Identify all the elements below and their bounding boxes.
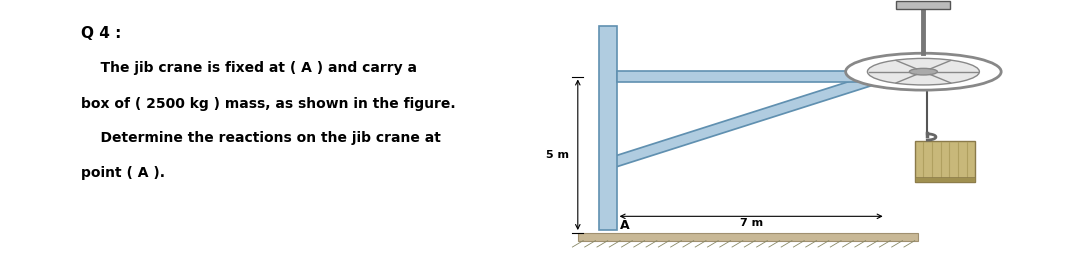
Text: A: A <box>620 219 630 232</box>
Text: Determine the reactions on the jib crane at: Determine the reactions on the jib crane… <box>81 131 441 145</box>
Bar <box>916 141 975 182</box>
Circle shape <box>867 58 980 85</box>
Bar <box>617 71 886 82</box>
Circle shape <box>909 68 937 75</box>
Bar <box>578 233 918 241</box>
Text: The jib crane is fixed at ( A ) and carry a: The jib crane is fixed at ( A ) and carr… <box>81 61 417 76</box>
Text: box of ( 2500 kg ) mass, as shown in the figure.: box of ( 2500 kg ) mass, as shown in the… <box>81 97 456 111</box>
Text: Q 4 :: Q 4 : <box>81 26 121 41</box>
Text: point ( A ).: point ( A ). <box>81 166 165 180</box>
Bar <box>916 177 975 182</box>
Circle shape <box>846 53 1001 90</box>
Bar <box>896 1 950 9</box>
Text: 7 m: 7 m <box>740 218 762 228</box>
Text: 60°: 60° <box>889 53 910 66</box>
Text: 5 m: 5 m <box>546 150 569 160</box>
Bar <box>599 26 617 230</box>
